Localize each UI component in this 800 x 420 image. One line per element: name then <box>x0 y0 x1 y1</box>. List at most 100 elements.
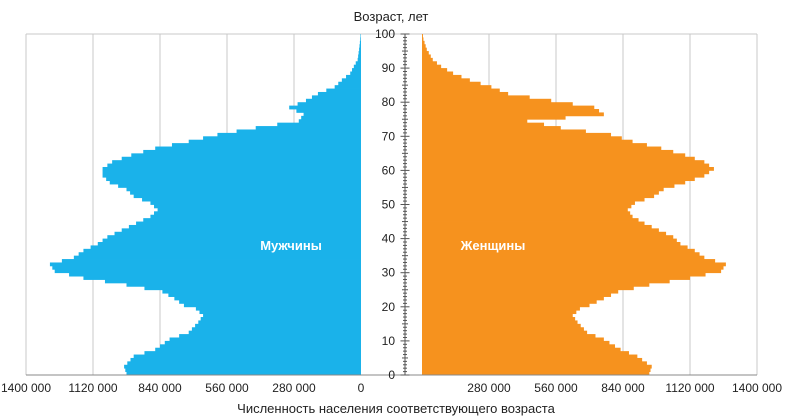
male-bar <box>114 231 362 236</box>
male-bar <box>83 276 361 280</box>
male-bar <box>195 323 361 328</box>
x-tick-label-right: 840 000 <box>601 381 645 395</box>
x-tick-label-left: 560 000 <box>205 381 249 395</box>
female-bar <box>422 323 581 328</box>
male-bar <box>131 153 361 158</box>
female-bar <box>422 330 588 335</box>
female-bar <box>422 166 714 171</box>
male-bar <box>311 95 361 100</box>
female-bar <box>422 242 681 246</box>
female-bar <box>422 357 643 362</box>
male-bar <box>255 126 361 130</box>
female-bar <box>422 136 622 141</box>
x-tick-label-left: 840 000 <box>138 381 182 395</box>
male-bar <box>277 122 361 127</box>
male-bar <box>136 221 361 226</box>
y-axis-title: Возраст, лет <box>354 9 429 24</box>
female-bar <box>422 160 705 164</box>
male-bar <box>203 136 361 141</box>
male-bar <box>203 313 361 318</box>
female-bar <box>422 40 425 45</box>
female-bar <box>422 347 621 352</box>
female-bar <box>422 109 600 113</box>
male-bar <box>126 187 361 192</box>
female-bar <box>422 37 424 42</box>
male-bar <box>118 184 361 188</box>
male-bar <box>73 255 361 260</box>
male-bar <box>106 177 362 182</box>
male-bar <box>352 68 361 72</box>
male-bar <box>128 224 361 229</box>
male-bar <box>102 173 362 178</box>
female-bar <box>422 129 586 134</box>
female-bar <box>422 187 664 192</box>
female-bar <box>422 143 647 147</box>
female-bar <box>422 265 724 270</box>
female-bar <box>422 334 596 338</box>
male-bar <box>133 194 361 199</box>
female-bar <box>422 224 652 229</box>
x-tick-label-right: 280 000 <box>467 381 511 395</box>
male-bar <box>164 340 361 345</box>
female-bar <box>422 122 545 127</box>
x-tick-label-right: 560 000 <box>534 381 578 395</box>
female-bar <box>422 238 677 243</box>
female-bar <box>422 272 706 277</box>
female-bar <box>422 88 500 93</box>
female-bar <box>422 204 632 209</box>
female-bar <box>422 47 427 52</box>
male-bar <box>289 105 361 110</box>
male-bar <box>142 197 361 202</box>
male-bar <box>301 115 361 120</box>
female-bar <box>422 95 530 100</box>
x-axis-title: Численность населения соответствующего в… <box>237 401 555 416</box>
male-bar <box>179 334 361 338</box>
x-tick-label-right: 1400 000 <box>732 381 782 395</box>
female-bar <box>422 68 448 72</box>
population-tick-labels: 1400 000 1120 000 840 000 560 000 280 000 0 28… <box>1 381 782 395</box>
female-bar <box>422 354 638 359</box>
female-bar <box>422 231 667 236</box>
female-bar <box>422 235 674 239</box>
female-bar <box>422 282 650 287</box>
age-axis: 0 10 20 30 40 50 60 70 80 90 100 <box>26 27 757 382</box>
male-bar <box>188 139 361 144</box>
male-bar <box>109 180 361 185</box>
female-bar <box>422 163 710 168</box>
male-bar <box>200 317 361 321</box>
female-bar <box>422 98 552 103</box>
female-bar <box>422 34 423 38</box>
female-bar <box>422 119 528 124</box>
age-tick-label: 40 <box>382 232 396 246</box>
female-bar <box>422 221 645 226</box>
female-bar <box>422 197 645 202</box>
male-bar <box>168 293 361 297</box>
female-bar <box>422 91 509 96</box>
male-bar <box>298 119 361 124</box>
male-bar <box>102 238 362 243</box>
female-bar <box>422 279 670 284</box>
x-tick-label-right: 1120 000 <box>665 381 714 395</box>
male-bar <box>49 262 362 267</box>
age-tick-label: 90 <box>382 61 396 75</box>
male-bar <box>191 327 361 332</box>
age-tick-label: 70 <box>382 129 396 143</box>
male-bar <box>183 303 361 308</box>
age-tick-label: 10 <box>382 334 396 348</box>
female-bar <box>422 269 722 274</box>
female-bar <box>422 361 647 366</box>
male-bar <box>355 61 361 66</box>
male-bar <box>326 88 361 93</box>
male-bar <box>107 163 361 168</box>
series-label-men: Мужчины <box>260 238 322 253</box>
female-bar <box>422 248 695 253</box>
male-bar <box>127 361 361 366</box>
male-bar <box>297 102 361 107</box>
female-bar <box>422 81 481 86</box>
female-bar <box>422 102 573 107</box>
female-bar <box>422 190 659 195</box>
female-bar <box>422 364 652 369</box>
age-tick-label: 60 <box>382 163 396 177</box>
male-bar <box>188 330 361 335</box>
female-bar <box>422 296 604 301</box>
